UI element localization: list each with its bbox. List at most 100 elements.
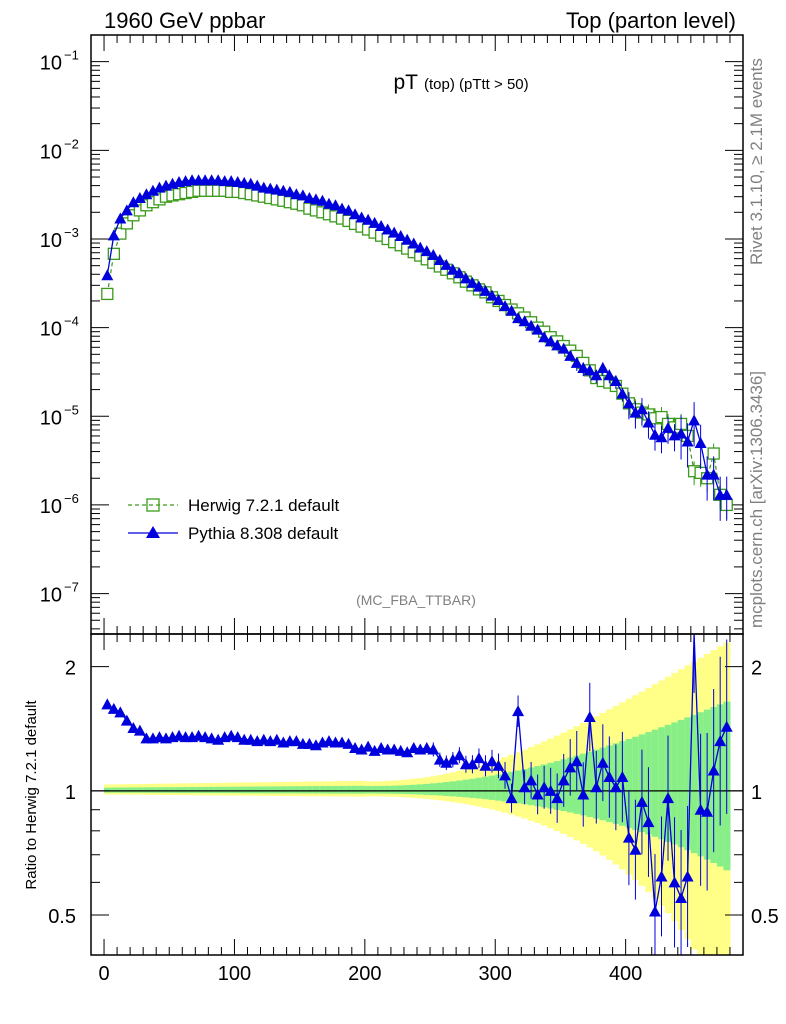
ratio-band-inner (390, 785, 398, 794)
pythia-point (590, 369, 603, 381)
pythia-ratio-point (635, 795, 648, 807)
pythia-ratio-point (675, 891, 688, 903)
pythia-point (609, 375, 622, 387)
main-frame (90, 34, 744, 635)
ratio-axis-label: Ratio to Herwig 7.2.1 default (23, 700, 40, 890)
pythia-point (629, 406, 642, 418)
herwig-point (101, 287, 114, 301)
y-tick-label-exponent: −4 (64, 314, 79, 329)
pythia-ratio-point (531, 788, 544, 800)
pythia-point (544, 335, 557, 347)
ratio-band-inner (690, 714, 698, 854)
ratio-band-inner (436, 782, 444, 796)
pythia-point (681, 435, 694, 447)
pythia-ratio-point (577, 788, 590, 800)
pythia-ratio-point (309, 739, 322, 751)
pythia-ratio-point (492, 759, 505, 771)
ratio-frame (90, 633, 744, 956)
ratio-band-inner (625, 738, 633, 828)
pythia-point (564, 349, 577, 361)
ratio-band-inner (488, 775, 496, 800)
pythia-ratio-point (342, 737, 355, 749)
y-tick-label: 10 (40, 230, 62, 252)
ratio-band-inner (403, 785, 411, 795)
ratio-band-inner (586, 751, 594, 817)
herwig-point (655, 410, 668, 424)
legend-herwig-label: Herwig 7.2.1 default (188, 496, 339, 515)
pythia-ratio-point (590, 781, 603, 793)
pythia-ratio-point (427, 743, 440, 755)
legend-pythia-marker (146, 526, 160, 538)
herwig-point (107, 247, 120, 260)
ratio-band-inner (423, 783, 431, 795)
ratio-band-inner (286, 786, 294, 794)
ratio-band-inner (410, 784, 418, 795)
ratio-band-inner (475, 777, 483, 799)
ratio-band-inner (671, 722, 679, 845)
ratio-band-inner (351, 785, 359, 794)
pythia-point (388, 226, 401, 238)
ratio-band-inner (364, 786, 372, 794)
ratio-band-inner (260, 786, 268, 794)
header-left: 1960 GeV ppbar (104, 8, 265, 33)
main-y-tick-labels: 10−710−610−510−410−310−210−1 (40, 48, 79, 607)
ratio-band-inner (312, 786, 320, 794)
pythia-ratio-point (596, 756, 609, 768)
ratio-band-inner (456, 780, 464, 797)
pythia-point (459, 272, 472, 284)
pythia-point (662, 421, 675, 433)
ratio-band-inner (397, 785, 405, 794)
pythia-point (127, 196, 140, 208)
analysis-tag: (MC_FBA_TTBAR) (356, 592, 476, 608)
pythia-point (577, 362, 590, 374)
pythia-point (551, 339, 564, 351)
pythia-point (244, 177, 257, 189)
pythia-ratio-point (655, 870, 668, 882)
ratio-band-inner (632, 736, 640, 830)
pythia-point (296, 189, 309, 201)
ratio-band-inner (149, 787, 157, 793)
ratio-band-inner (417, 784, 425, 795)
pythia-point (433, 253, 446, 265)
pythia-ratio-point (518, 781, 531, 793)
ratio-band-inner (175, 787, 183, 793)
ratio-band-inner (658, 727, 666, 840)
ratio-band-inner (677, 719, 685, 848)
pythia-ratio-point (270, 733, 283, 745)
pythia-point (355, 211, 368, 223)
ratio-band-inner (214, 786, 222, 794)
ratio-band-inner (495, 774, 503, 801)
x-tick-label: 100 (218, 963, 251, 985)
pythia-point (375, 220, 388, 232)
pythia-point (440, 258, 453, 270)
pythia-point (512, 312, 525, 324)
mcplots-label: mcplots.cern.ch [arXiv:1306.3436] (747, 371, 766, 628)
ratio-band-inner (143, 787, 151, 793)
pythia-point (492, 293, 505, 305)
pythia-point (401, 233, 414, 245)
legend: Herwig 7.2.1 default Pythia 8.308 defaul… (128, 496, 339, 543)
pythia-ratio-point (701, 805, 714, 817)
pythia-point (583, 364, 596, 376)
pythia-point (635, 403, 648, 415)
pythia-point (427, 248, 440, 260)
pythia-ratio-point (485, 755, 498, 767)
pythia-point (570, 356, 583, 368)
pythia-ratio-point (290, 735, 303, 747)
pythia-ratio-point (544, 784, 557, 796)
y-tick-label-exponent: −1 (64, 48, 79, 63)
pythia-point (720, 488, 733, 500)
y-tick-label: 10 (40, 319, 62, 341)
pythia-point (120, 204, 133, 216)
ratio-band-inner (332, 785, 340, 794)
ratio-band-inner (371, 786, 379, 794)
ratio-band-inner (234, 786, 242, 794)
pythia-ratio-point (368, 744, 381, 756)
pythia-point (694, 436, 707, 448)
ratio-band-inner (208, 786, 216, 794)
y-tick-label: 10 (40, 53, 62, 75)
pythia-point (349, 208, 362, 220)
y-tick-label: 10 (40, 407, 62, 429)
pythia-point (446, 263, 459, 275)
pythia-line (106, 179, 727, 496)
